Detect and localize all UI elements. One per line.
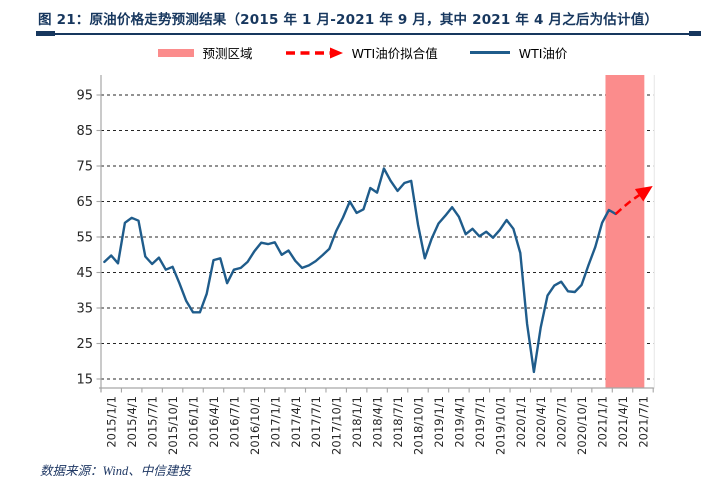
legend-item-wti-fitted: WTI油价拟合值: [285, 43, 438, 62]
svg-text:2016/10/1: 2016/10/1: [248, 396, 262, 455]
svg-text:2018/4/1: 2018/4/1: [371, 396, 385, 448]
chart-canvas: 15 25 35 45 55 65 75 85 95 2015/1/1 2015/4/1 2015/7…: [76, 75, 655, 455]
solid-line-icon: [469, 51, 510, 54]
legend-label: WTI油价拟合值: [351, 46, 438, 61]
svg-text:2016/4/1: 2016/4/1: [207, 396, 221, 448]
svg-text:2019/1/1: 2019/1/1: [432, 396, 446, 448]
svg-text:15: 15: [76, 373, 93, 388]
svg-text:45: 45: [76, 266, 93, 281]
svg-text:2016/7/1: 2016/7/1: [227, 396, 241, 448]
svg-text:2020/4/1: 2020/4/1: [534, 396, 548, 448]
svg-text:2020/7/1: 2020/7/1: [555, 396, 569, 448]
legend-item-wti-price: WTI油价: [469, 43, 568, 62]
svg-text:85: 85: [76, 124, 93, 139]
divider-rule: [36, 32, 701, 35]
svg-text:2015/4/1: 2015/4/1: [125, 396, 139, 448]
svg-text:2018/7/1: 2018/7/1: [391, 396, 405, 448]
svg-text:2015/1/1: 2015/1/1: [105, 396, 119, 448]
svg-text:75: 75: [76, 160, 93, 175]
svg-text:2017/7/1: 2017/7/1: [309, 396, 323, 448]
y-gridlines: [101, 94, 654, 380]
svg-text:55: 55: [76, 231, 93, 246]
svg-text:2017/4/1: 2017/4/1: [289, 396, 303, 448]
prediction-band: [605, 75, 645, 388]
svg-text:95: 95: [76, 89, 93, 104]
legend-label: WTI油价: [518, 46, 568, 61]
svg-text:2020/10/1: 2020/10/1: [575, 396, 589, 455]
svg-text:25: 25: [76, 337, 93, 352]
figure-title: 图 21：原油价格走势预测结果（2015 年 1 月-2021 年 9 月，其中…: [38, 12, 659, 28]
svg-text:2019/4/1: 2019/4/1: [452, 396, 466, 448]
svg-text:65: 65: [76, 195, 93, 210]
oil-price-chart: 15 25 35 45 55 65 75 85 95 2015/1/1 2015/4/1 2015/7…: [0, 60, 725, 464]
svg-text:2021/1/1: 2021/1/1: [596, 396, 610, 448]
prediction-band-swatch-icon: [157, 48, 194, 57]
wti-price-line: [103, 167, 617, 374]
chart-legend: 预测区域 WTI油价拟合值 WTI油价: [0, 43, 725, 62]
svg-text:2020/1/1: 2020/1/1: [514, 396, 528, 448]
legend-item-prediction-band: 预测区域: [157, 43, 253, 62]
axes: [96, 75, 655, 393]
svg-text:2021/7/1: 2021/7/1: [636, 396, 650, 448]
legend-label: 预测区域: [202, 46, 253, 61]
svg-text:2018/1/1: 2018/1/1: [350, 396, 364, 448]
svg-text:2015/7/1: 2015/7/1: [146, 396, 160, 448]
dashed-arrow-icon: [285, 47, 343, 59]
y-axis-labels: 15 25 35 45 55 65 75 85 95: [76, 89, 93, 388]
svg-text:2019/10/1: 2019/10/1: [493, 396, 507, 455]
svg-text:2018/10/1: 2018/10/1: [412, 396, 426, 455]
svg-text:35: 35: [76, 302, 93, 317]
wti-fitted-line: [614, 186, 653, 215]
x-axis-labels: 2015/1/1 2015/4/1 2015/7/1 2015/10/1 2016/1/…: [105, 396, 651, 455]
svg-text:2016/1/1: 2016/1/1: [187, 396, 201, 448]
svg-text:2017/10/1: 2017/10/1: [330, 396, 344, 455]
divider-right-cap: [689, 31, 701, 36]
title-divider: [36, 31, 701, 36]
svg-text:2017/1/1: 2017/1/1: [268, 396, 282, 448]
svg-text:2019/7/1: 2019/7/1: [473, 396, 487, 448]
svg-text:2015/10/1: 2015/10/1: [166, 396, 180, 455]
data-source-note: 数据来源：Wind、中信建投: [40, 464, 191, 478]
svg-text:2021/4/1: 2021/4/1: [616, 396, 630, 448]
